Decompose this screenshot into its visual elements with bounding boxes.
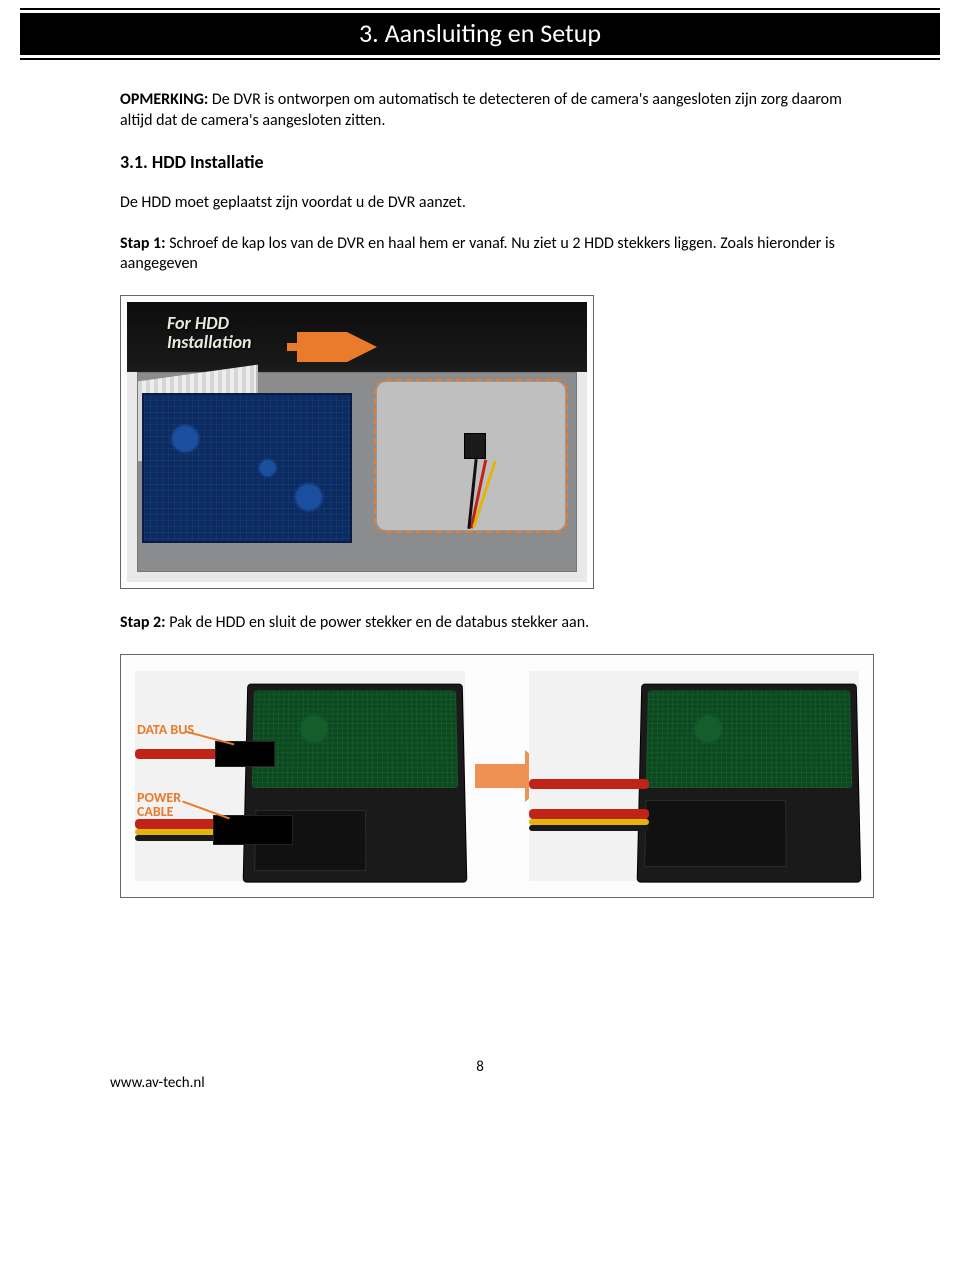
hdd-left — [243, 684, 468, 883]
sata-connector — [464, 433, 486, 459]
label-databus-pointer — [186, 731, 235, 746]
step1-label: Stap 1: — [120, 234, 166, 253]
section-intro: De HDD moet geplaatst zijn voordat u de … — [120, 193, 860, 214]
figure-1: For HDD Installation — [127, 302, 587, 582]
figure-1-box: For HDD Installation — [120, 295, 594, 589]
step2-text: Pak de HDD en sluit de power stekker en … — [169, 613, 589, 632]
section-heading: 3.1. HDD Installatie — [120, 151, 860, 174]
hdd-connector-right — [644, 800, 787, 867]
callout-arrow-icon — [287, 332, 377, 362]
hdd-pcb-right — [646, 690, 852, 788]
note-text: De DVR is ontworpen om automatisch te de… — [120, 90, 842, 130]
power-cable-red-connected — [529, 809, 649, 819]
footer-url: www.av-tech.nl — [110, 1074, 205, 1094]
label-power-text: POWER CABLE — [137, 789, 181, 820]
power-cable-black-connected — [529, 825, 649, 831]
figure-2: DATA BUS POWER CABLE — [127, 661, 867, 891]
hdd-right — [637, 684, 862, 883]
step2-label: Stap 2: — [120, 613, 166, 632]
hdd-pcb-left — [252, 690, 458, 788]
power-cable-black — [135, 835, 225, 841]
data-bus-cable-connected — [529, 779, 649, 789]
step1-text: Schroef de kap los van de DVR en haal he… — [120, 234, 835, 274]
chapter-title: 3. Aansluiting en Setup — [359, 17, 601, 49]
page-footer: 8 www.av-tech.nl — [20, 1058, 940, 1088]
dvr-chassis — [137, 372, 577, 572]
step2-paragraph: Stap 2: Pak de HDD en sluit de power ste… — [120, 613, 860, 634]
data-bus-plug — [215, 741, 275, 767]
figure-2-left: DATA BUS POWER CABLE — [135, 671, 465, 881]
title-underline — [20, 58, 940, 60]
power-cable-red — [135, 819, 225, 829]
label-power: POWER CABLE — [137, 791, 193, 819]
figure-1-callout-label: For HDD Installation — [167, 314, 252, 352]
chapter-title-bar: 3. Aansluiting en Setup — [20, 13, 940, 55]
note-paragraph: OPMERKING: De DVR is ontworpen om automa… — [120, 90, 860, 132]
main-pcb — [142, 393, 352, 543]
callout-line2: Installation — [167, 331, 252, 353]
note-label: OPMERKING: — [120, 90, 208, 109]
power-cable-plug — [213, 815, 293, 845]
figure-2-box: DATA BUS POWER CABLE — [120, 654, 874, 898]
figure-2-right — [529, 671, 859, 881]
step1-paragraph: Stap 1: Schroef de kap los van de DVR en… — [120, 234, 860, 276]
